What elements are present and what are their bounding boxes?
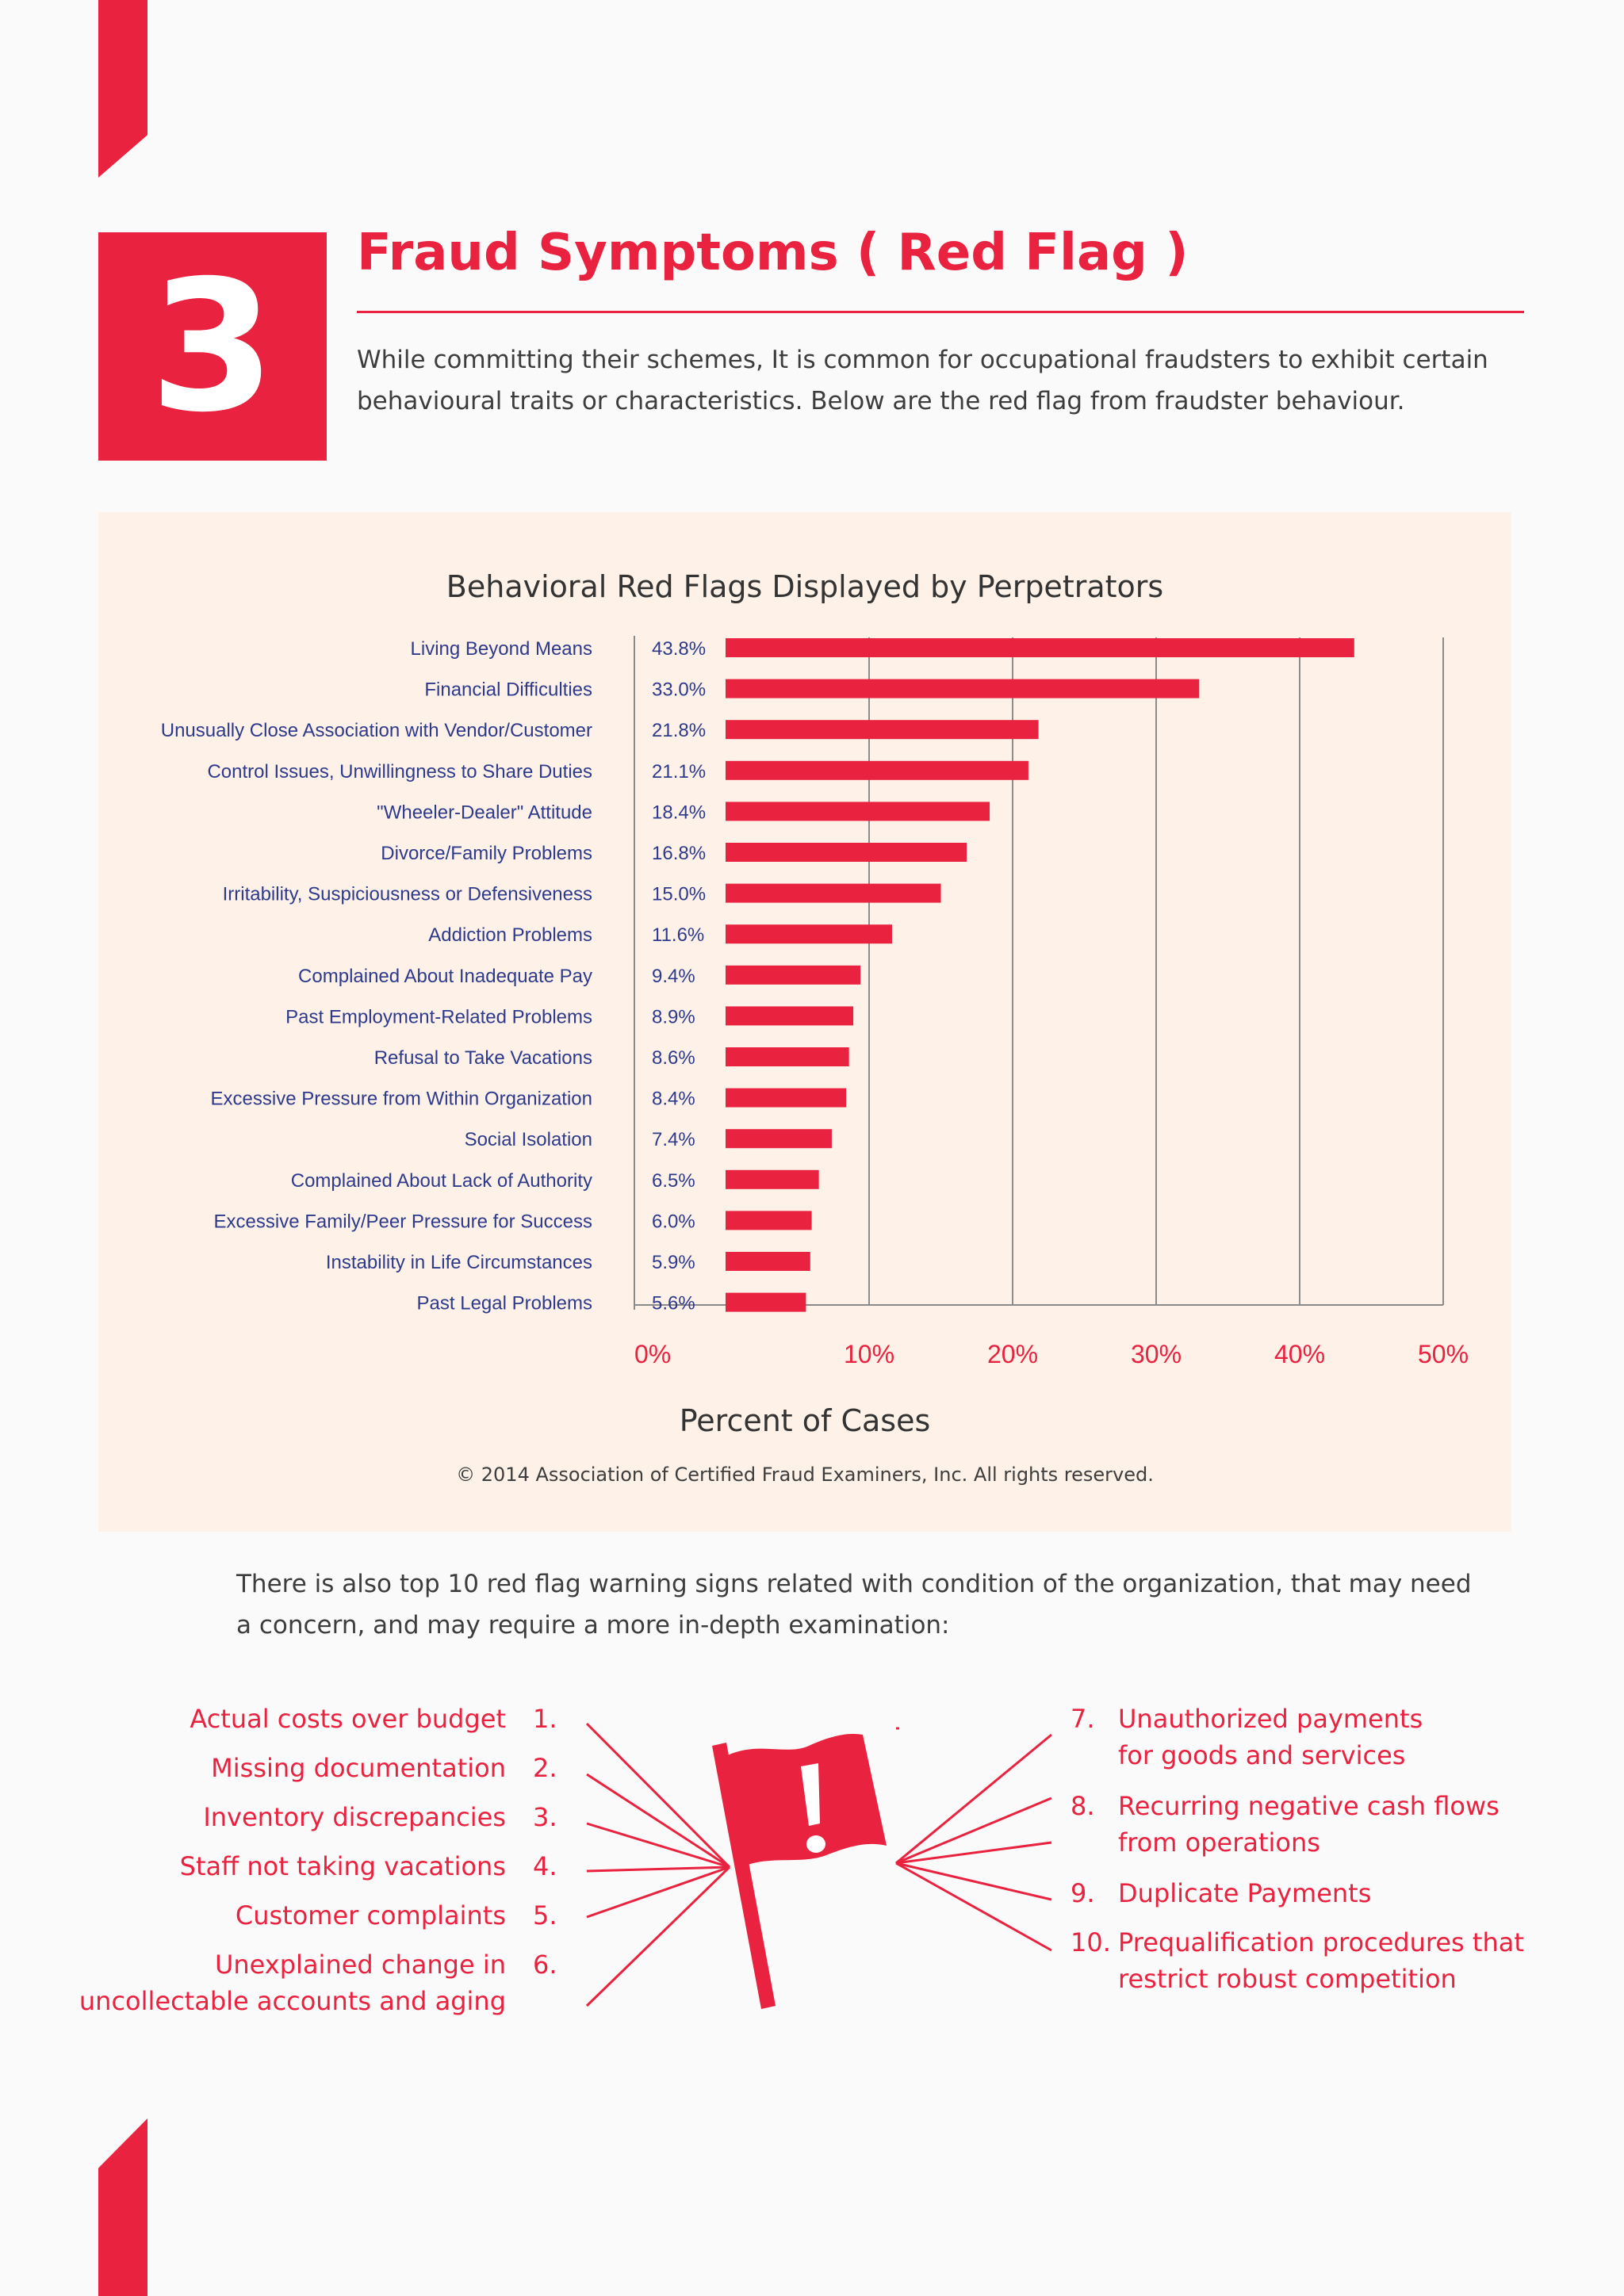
value-label: 9.4% xyxy=(652,966,695,987)
category-label: Excessive Pressure from Within Organizat… xyxy=(211,1089,593,1110)
warning-item-number: 10. xyxy=(1071,1927,1111,1957)
warning-item-text: Duplicate Payments xyxy=(1118,1878,1372,1908)
red-flag-exclamation-icon xyxy=(585,1722,899,2009)
bar xyxy=(726,965,861,985)
category-label: Social Isolation xyxy=(465,1129,592,1150)
warning-item-number: 2. xyxy=(533,1753,557,1783)
bar xyxy=(726,679,1200,698)
category-label: "Wheeler-Dealer" Attitude xyxy=(377,802,592,823)
bar xyxy=(726,1169,819,1189)
copyright-note: © 2014 Association of Certified Fraud Ex… xyxy=(456,1464,1154,1486)
bar xyxy=(726,1047,849,1066)
warning-item-text: Prequalification procedures that xyxy=(1118,1927,1524,1957)
value-label: 18.4% xyxy=(652,802,706,823)
warning-item-number: 4. xyxy=(533,1851,557,1881)
corner-accent-top xyxy=(98,0,147,178)
x-tick-label: 40% xyxy=(1274,1340,1325,1368)
value-label: 16.8% xyxy=(652,843,706,864)
value-label: 15.0% xyxy=(652,884,706,905)
warning-item-number: 3. xyxy=(533,1802,557,1832)
category-label: Addiction Problems xyxy=(428,924,592,946)
warning-item-text: Inventory discrepancies xyxy=(203,1802,506,1832)
value-label: 21.8% xyxy=(652,720,706,741)
category-label: Living Beyond Means xyxy=(411,638,592,660)
x-tick-label: 10% xyxy=(844,1340,894,1368)
x-axis-title: Percent of Cases xyxy=(679,1403,931,1438)
chart-title: Behavioral Red Flags Displayed by Perpet… xyxy=(446,569,1164,604)
bar xyxy=(726,924,892,944)
warning-item-number: 5. xyxy=(533,1900,557,1931)
bar xyxy=(726,1006,854,1026)
warning-item-text: Unauthorized payments xyxy=(1118,1704,1423,1734)
category-label: Unusually Close Association with Vendor/… xyxy=(161,720,592,741)
category-label: Complained About Lack of Authority xyxy=(291,1170,592,1192)
intro-paragraph: While committing their schemes, It is co… xyxy=(357,346,1488,415)
warning-item-text: Customer complaints xyxy=(235,1900,506,1931)
warning-item-text: for goods and services xyxy=(1118,1740,1406,1770)
bar-chart: Living Beyond Means 43.8% Financial Diffic… xyxy=(161,636,1469,1368)
bar xyxy=(726,1292,806,1312)
warning-item-text: Missing documentation xyxy=(211,1753,506,1783)
warning-item-text: Staff not taking vacations xyxy=(179,1851,506,1881)
warning-item-text: from operations xyxy=(1118,1827,1320,1858)
bar xyxy=(726,760,1028,780)
chart-panel: Behavioral Red Flags Displayed by Perpet… xyxy=(98,512,1511,1532)
warning-item-number: 8. xyxy=(1071,1791,1095,1821)
bar xyxy=(726,1129,832,1149)
value-label: 21.1% xyxy=(652,761,706,783)
category-label: Complained About Inadequate Pay xyxy=(298,966,592,987)
category-label: Past Legal Problems xyxy=(417,1293,592,1314)
warning-item-number: 1. xyxy=(533,1704,557,1734)
warning-item-text: uncollectable accounts and aging xyxy=(79,1986,506,2016)
value-label: 11.6% xyxy=(652,924,704,946)
warning-item-number: 9. xyxy=(1071,1878,1095,1908)
value-label: 7.4% xyxy=(652,1129,695,1150)
category-label: Control Issues, Unwillingness to Share D… xyxy=(207,761,592,783)
bar xyxy=(726,1088,847,1108)
warning-item-text: Recurring negative cash flows xyxy=(1118,1791,1500,1821)
value-label: 5.6% xyxy=(652,1293,695,1314)
section-title: Fraud Symptoms ( Red Flag ) xyxy=(357,224,1189,282)
bar xyxy=(726,883,941,903)
x-tick-label: 20% xyxy=(987,1340,1038,1368)
x-tick-label: 50% xyxy=(1418,1340,1469,1368)
category-label: Past Employment-Related Problems xyxy=(285,1006,592,1027)
bar xyxy=(726,638,1354,657)
value-label: 43.8% xyxy=(652,638,706,660)
category-label: Financial Difficulties xyxy=(424,679,592,701)
x-tick-label: 30% xyxy=(1131,1340,1182,1368)
value-label: 33.0% xyxy=(652,679,706,701)
organization-intro: There is also top 10 red flag warning si… xyxy=(236,1570,1472,1640)
warning-item-text: Unexplained change in xyxy=(214,1950,506,1980)
bar xyxy=(726,802,990,821)
value-label: 6.5% xyxy=(652,1170,695,1192)
value-label: 6.0% xyxy=(652,1211,695,1232)
title-divider xyxy=(357,311,1524,313)
bar xyxy=(726,843,967,862)
category-label: Irritability, Suspiciousness or Defensiv… xyxy=(223,884,592,905)
warning-item-number: 6. xyxy=(533,1950,557,1980)
bar xyxy=(726,1211,812,1230)
flag-rays-right xyxy=(895,1733,1052,1952)
value-label: 8.6% xyxy=(652,1047,695,1069)
x-tick-label: 0% xyxy=(634,1340,671,1368)
bar xyxy=(726,720,1039,740)
section-number-badge: 3 xyxy=(98,232,327,461)
value-label: 5.9% xyxy=(652,1252,695,1273)
warning-item-text: Actual costs over budget xyxy=(190,1704,506,1734)
category-label: Refusal to Take Vacations xyxy=(374,1047,592,1069)
category-label: Excessive Family/Peer Pressure for Succe… xyxy=(214,1211,592,1232)
category-label: Divorce/Family Problems xyxy=(381,843,592,864)
corner-accent-bottom xyxy=(98,2118,147,2296)
value-label: 8.9% xyxy=(652,1006,695,1027)
warning-item-number: 7. xyxy=(1071,1704,1095,1734)
bar xyxy=(726,1252,810,1271)
category-label: Instability in Life Circumstances xyxy=(326,1252,592,1273)
warning-item-text: restrict robust competition xyxy=(1118,1964,1457,1994)
value-label: 8.4% xyxy=(652,1089,695,1110)
